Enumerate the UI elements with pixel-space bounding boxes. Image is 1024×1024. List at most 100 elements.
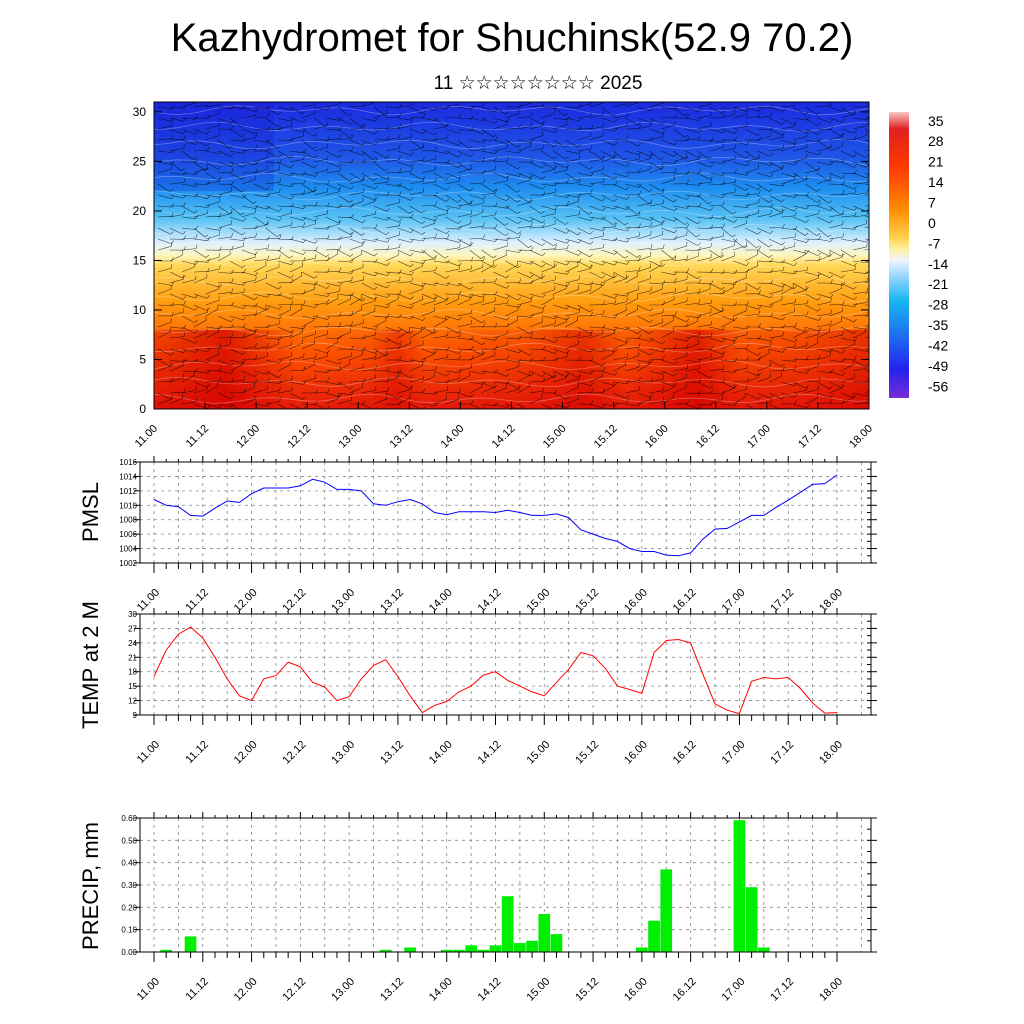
wind-barb [840, 360, 854, 372]
wind-barb [529, 394, 543, 405]
y-tick-label: 1014 [119, 472, 137, 481]
wind-barb [481, 150, 498, 155]
wind-barb [493, 194, 510, 202]
wind-barb [337, 249, 354, 257]
wind-barb [541, 319, 556, 328]
wind-barb [733, 285, 748, 295]
wind-barb [721, 337, 738, 342]
wind-barb [625, 232, 641, 240]
wind-barb [205, 328, 219, 339]
wind-barb [433, 259, 450, 264]
wind-barb [709, 348, 726, 355]
wind-barb [397, 370, 414, 379]
isotherm-line [154, 105, 869, 116]
wind-barb [733, 161, 750, 167]
wind-barb [253, 352, 268, 361]
wind-barb [541, 161, 557, 169]
wind-barb [217, 220, 233, 229]
wind-barb [625, 150, 642, 156]
wind-barb [745, 289, 761, 295]
wind-barb [649, 386, 665, 394]
isotherm-line [154, 138, 869, 150]
isotherm-line [154, 121, 869, 132]
wind-barb [852, 219, 867, 229]
wind-barb [613, 379, 630, 384]
wind-barb [649, 199, 665, 207]
wind-barb [157, 327, 171, 339]
wind-barb [745, 189, 761, 196]
wind-barb [373, 348, 390, 357]
wind-barb [169, 275, 185, 284]
wind-barb [709, 289, 725, 295]
wind-barb [253, 293, 271, 298]
wind-barb [385, 231, 400, 240]
wind-barb [289, 257, 306, 262]
wind-barb [289, 179, 306, 185]
wind-barb [445, 326, 462, 334]
wind-barb [205, 226, 223, 231]
wind-barb [721, 316, 734, 328]
wind-barb [721, 136, 737, 141]
wind-barb [505, 183, 521, 193]
wind-barb [649, 132, 664, 141]
wind-barb [493, 315, 510, 321]
wind-barb [337, 134, 353, 141]
wind-barb [481, 156, 497, 163]
wind-barb [229, 260, 246, 269]
wind-barb [852, 161, 869, 168]
wind-barb [169, 144, 185, 152]
wind-barb [793, 143, 808, 152]
wind-barb [301, 161, 318, 169]
wind-barb [313, 348, 330, 354]
wind-barb [685, 299, 701, 306]
wind-barb [505, 216, 522, 225]
wind-barb [685, 358, 702, 363]
wind-barb [373, 271, 390, 276]
wind-barb [157, 134, 174, 141]
wind-barb [829, 233, 845, 240]
wind-barb [541, 165, 556, 174]
wind-barb [445, 238, 462, 243]
wind-barb [553, 238, 570, 244]
wind-barb [493, 379, 510, 384]
wind-barb [217, 209, 233, 218]
wind-barb [553, 304, 570, 310]
wind-barb [541, 403, 558, 409]
wind-barb [241, 276, 257, 284]
wind-barb [804, 293, 821, 301]
wind-barb [637, 136, 654, 141]
wind-barb [769, 266, 785, 273]
wind-barb [685, 390, 702, 395]
wind-barb [469, 234, 485, 240]
wind-barb [469, 128, 486, 135]
wind-barb [373, 366, 390, 372]
wind-barb [301, 330, 316, 339]
wind-barb [193, 115, 210, 120]
wind-barb [637, 150, 654, 157]
wind-barb [157, 121, 173, 130]
wind-barb [397, 183, 414, 191]
wind-barb [493, 204, 510, 209]
wind-barb [541, 220, 556, 229]
wind-barb [816, 271, 833, 279]
wind-barb [553, 282, 570, 287]
wind-barb [673, 216, 689, 225]
wind-barb [361, 374, 376, 383]
wind-barb [768, 117, 785, 125]
wind-barb [649, 164, 663, 174]
wind-barb [781, 392, 798, 398]
wind-barb [852, 270, 869, 274]
wind-barb [505, 205, 521, 215]
wind-barb [697, 224, 714, 229]
wind-barb [733, 344, 749, 350]
wind-barb [685, 279, 701, 284]
wind-barb [685, 378, 702, 383]
wind-barb [193, 128, 210, 135]
wind-barb [289, 403, 306, 409]
wind-barb [661, 105, 678, 110]
wind-barb [373, 172, 390, 180]
wind-barb [409, 375, 425, 383]
wind-barb [157, 318, 172, 328]
wind-barb [721, 169, 737, 174]
